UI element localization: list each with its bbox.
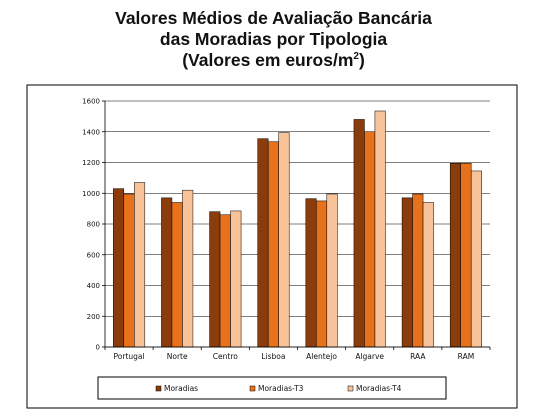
category-label: RAA — [410, 352, 426, 361]
legend-label: Moradias-T3 — [258, 384, 304, 393]
bar-moradias-t3-raa — [412, 193, 424, 348]
y-tick-label: 1000 — [82, 190, 100, 198]
bar-moradias-alentejo — [305, 198, 317, 348]
y-tick-label: 1400 — [82, 128, 100, 136]
bar-moradias-t3-portugal — [123, 193, 135, 348]
category-label: Alentejo — [306, 352, 337, 361]
bar-moradias-t4-lisboa — [278, 132, 290, 348]
category-label: Algarve — [355, 352, 384, 361]
chart-title: Valores Médios de Avaliação Bancária das… — [0, 8, 547, 71]
legend: Moradias Moradias-T3 Moradias-T4 — [97, 376, 447, 400]
bar-moradias-t3-lisboa — [267, 141, 279, 348]
category-label: Lisboa — [261, 352, 285, 361]
y-tick-label: 800 — [87, 221, 100, 229]
category-label: Centro — [213, 352, 238, 361]
bar-moradias-t4-centro — [230, 210, 242, 348]
bars — [113, 110, 482, 348]
bar-moradias-t3-centro — [219, 214, 231, 348]
bar-moradias-t3-ram — [460, 163, 472, 348]
title-line-2: das Moradias por Tipologia — [159, 29, 388, 49]
title-line-3-text: (Valores em euros/m — [182, 50, 354, 70]
bar-moradias-t4-portugal — [134, 182, 146, 348]
bar-moradias-t3-alentejo — [316, 200, 328, 348]
chart-frame — [26, 84, 518, 409]
bar-moradias-t4-raa — [422, 202, 434, 348]
title-superscript: 2 — [353, 51, 359, 63]
legend-swatch — [249, 385, 256, 392]
legend-label: Moradias-T4 — [356, 384, 402, 393]
legend-swatch — [155, 385, 162, 392]
category-label: RAM — [458, 352, 475, 361]
bar-moradias-algarve — [353, 119, 365, 348]
legend-box — [97, 376, 447, 400]
bar-moradias-norte — [161, 197, 173, 348]
category-label: Norte — [167, 352, 188, 361]
title-line-1: Valores Médios de Avaliação Bancária — [115, 8, 432, 28]
y-tick-label: 400 — [87, 282, 100, 290]
bar-moradias-t3-algarve — [364, 131, 376, 348]
title-line-3-close: ) — [358, 50, 365, 70]
bar-moradias-portugal — [113, 188, 125, 348]
bar-moradias-t3-norte — [171, 202, 183, 348]
bar-moradias-raa — [401, 197, 413, 348]
bar-moradias-ram — [449, 163, 461, 348]
y-tick-label: 1600 — [82, 98, 100, 106]
title-line-3: (Valores em euros/m2) — [0, 50, 547, 71]
category-label: Portugal — [114, 352, 145, 361]
bar-moradias-t4-ram — [470, 170, 482, 348]
bar-moradias-t4-norte — [182, 189, 194, 348]
y-tick-label: 0 — [96, 344, 100, 352]
y-tick-label: 600 — [87, 251, 100, 259]
bar-moradias-centro — [209, 211, 221, 348]
y-tick-label: 1200 — [82, 159, 100, 167]
axes: 0 200 400 600 800 1000 1200 1400 1600 Portugal Nor… — [82, 98, 491, 361]
bar-moradias-t4-alentejo — [326, 193, 338, 348]
legend-label: Moradias — [164, 384, 198, 393]
y-tick-label: 200 — [87, 313, 100, 321]
bar-moradias-t4-algarve — [374, 110, 386, 348]
bar-moradias-lisboa — [257, 138, 269, 348]
legend-swatch — [347, 385, 354, 392]
